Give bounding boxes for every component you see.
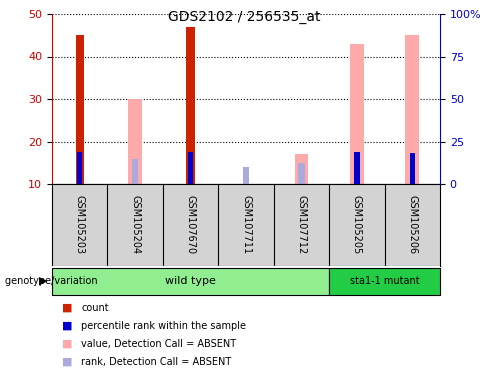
Bar — [298, 163, 305, 184]
Bar — [186, 27, 195, 184]
Text: value, Detection Call = ABSENT: value, Detection Call = ABSENT — [81, 339, 236, 349]
Text: ■: ■ — [62, 339, 72, 349]
Text: GSM107670: GSM107670 — [185, 195, 196, 255]
Text: GDS2102 / 256535_at: GDS2102 / 256535_at — [168, 10, 320, 23]
Text: sta1-1 mutant: sta1-1 mutant — [350, 276, 419, 286]
Text: ■: ■ — [62, 303, 72, 313]
Text: count: count — [81, 303, 109, 313]
Bar — [406, 35, 419, 184]
Text: GSM105204: GSM105204 — [130, 195, 140, 255]
Text: percentile rank within the sample: percentile rank within the sample — [81, 321, 246, 331]
Text: wild type: wild type — [165, 276, 216, 286]
Text: GSM105206: GSM105206 — [407, 195, 417, 255]
Text: GSM107711: GSM107711 — [241, 195, 251, 255]
Text: genotype/variation: genotype/variation — [5, 276, 101, 286]
Bar — [243, 167, 249, 184]
Bar — [132, 159, 139, 184]
Text: GSM105205: GSM105205 — [352, 195, 362, 255]
Bar — [354, 152, 360, 184]
Text: GSM105203: GSM105203 — [75, 195, 85, 255]
Text: GSM107712: GSM107712 — [296, 195, 306, 255]
Bar — [77, 152, 82, 184]
Text: rank, Detection Call = ABSENT: rank, Detection Call = ABSENT — [81, 357, 231, 367]
Text: ▶: ▶ — [39, 276, 47, 286]
Bar — [409, 153, 415, 184]
Bar — [52, 268, 329, 295]
Bar — [188, 152, 193, 184]
Bar — [294, 154, 308, 184]
Text: ■: ■ — [62, 321, 72, 331]
Text: ■: ■ — [62, 357, 72, 367]
Bar — [329, 268, 440, 295]
Bar — [350, 44, 364, 184]
Bar — [128, 99, 142, 184]
Bar — [76, 35, 84, 184]
